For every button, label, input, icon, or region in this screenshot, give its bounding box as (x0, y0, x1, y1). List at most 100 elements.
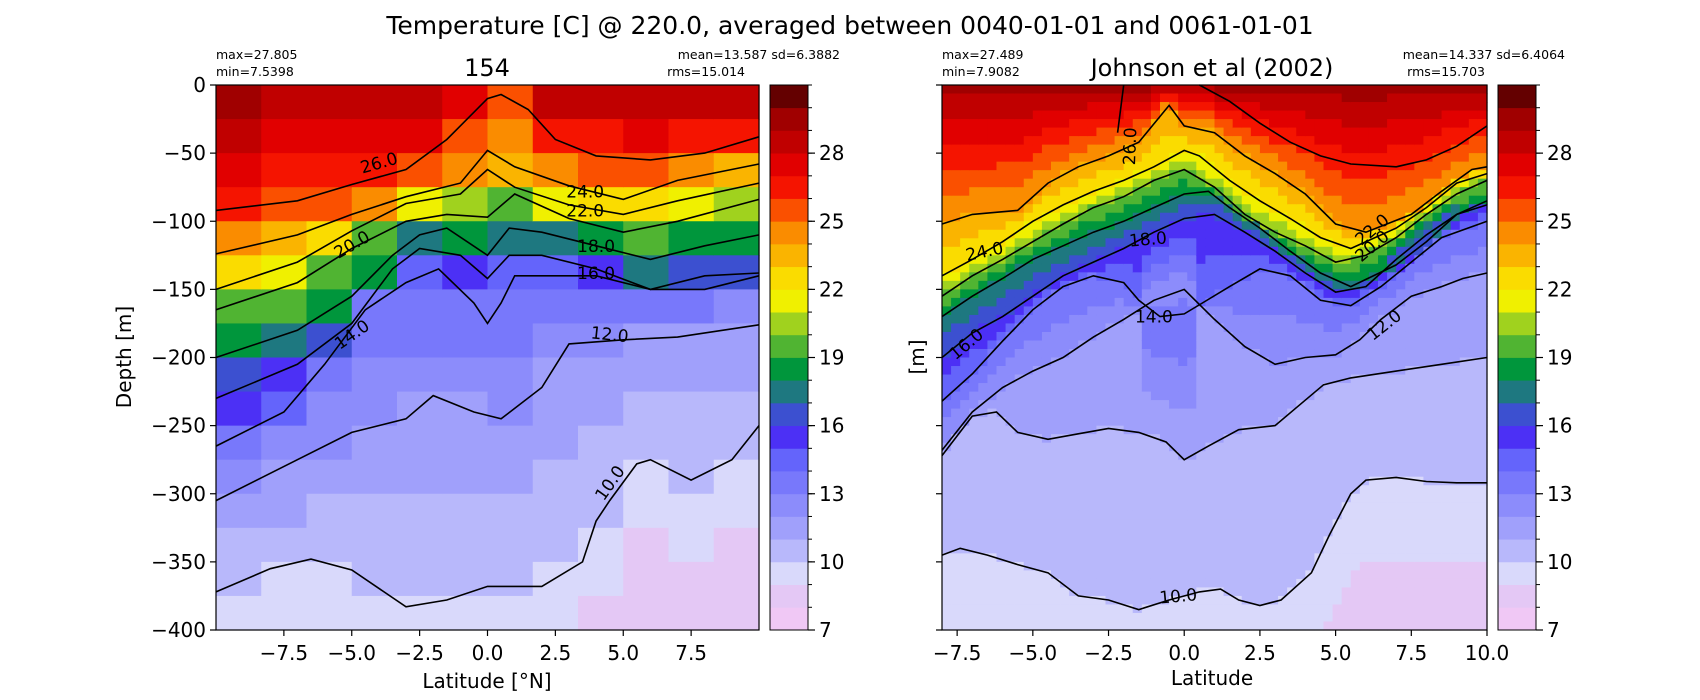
heatmap-cell (1296, 178, 1306, 188)
colorbar-segment (770, 198, 808, 222)
heatmap-cell (1414, 195, 1425, 205)
heatmap-cell (1305, 357, 1316, 367)
heatmap-cell (1014, 553, 1025, 563)
contour-line (941, 272, 1488, 451)
heatmap-cell (1087, 621, 1098, 631)
heatmap-cell (1005, 136, 1016, 146)
heatmap-cell (1241, 493, 1252, 503)
heatmap-cell (1323, 621, 1334, 631)
heatmap-cell (1205, 519, 1216, 529)
heatmap-cell (960, 102, 970, 112)
heatmap-cell (1278, 391, 1288, 401)
heatmap-cell (1123, 323, 1134, 333)
heatmap-cell (1341, 323, 1352, 333)
heatmap-cell (1150, 391, 1161, 401)
heatmap-cell (996, 502, 1007, 512)
heatmap-cell (1014, 383, 1025, 393)
heatmap-cell (951, 451, 961, 461)
heatmap-cell (578, 289, 624, 325)
heatmap-cell (1305, 400, 1316, 410)
heatmap-cell (1078, 621, 1088, 631)
heatmap-cell (1250, 161, 1261, 171)
heatmap-cell (1160, 434, 1170, 444)
heatmap-cell (1378, 314, 1388, 325)
heatmap-cell (1359, 570, 1370, 580)
heatmap-cell (1359, 348, 1370, 359)
heatmap-cell (1114, 374, 1125, 384)
heatmap-cell (1278, 459, 1288, 469)
heatmap-cell (1278, 587, 1288, 597)
heatmap-cell (1323, 255, 1334, 265)
heatmap-cell (1468, 153, 1479, 163)
heatmap-cell (1269, 110, 1279, 120)
heatmap-cell (1269, 323, 1279, 333)
heatmap-cell (1041, 578, 1052, 589)
heatmap-cell (1250, 459, 1261, 469)
heatmap-cell (1414, 280, 1425, 290)
heatmap-cell (623, 595, 670, 631)
heatmap-cell (1187, 604, 1197, 614)
heatmap-cell (969, 493, 979, 503)
heatmap-cell (1396, 85, 1406, 95)
heatmap-cell (951, 102, 961, 112)
heatmap-cell (1078, 127, 1088, 137)
heatmap-cell (1459, 374, 1470, 384)
heatmap-cell (1287, 331, 1297, 342)
heatmap-cell (1032, 340, 1043, 350)
heatmap-cell (969, 289, 979, 299)
heatmap-cell (1069, 144, 1079, 154)
heatmap-cell (1169, 314, 1179, 325)
heatmap-cell (1468, 272, 1479, 282)
heatmap-cell (1196, 93, 1207, 103)
heatmap-cell (1032, 493, 1043, 503)
heatmap-cell (1314, 314, 1325, 325)
heatmap-cell (1405, 93, 1415, 103)
heatmap-cell (216, 85, 262, 120)
heatmap-cell (1296, 110, 1306, 120)
heatmap-cell (1150, 340, 1161, 350)
heatmap-cell (1259, 289, 1270, 299)
heatmap-cell (1160, 536, 1170, 546)
x-tick-label: 0.0 (1168, 641, 1200, 665)
heatmap-cell (1414, 374, 1425, 384)
heatmap-cell (960, 238, 970, 248)
heatmap-cell (1187, 357, 1197, 367)
heatmap-cell (1178, 434, 1188, 444)
heatmap-cell (1278, 612, 1288, 623)
heatmap-cell (969, 246, 979, 256)
heatmap-cell (996, 195, 1007, 205)
heatmap-cell (1278, 255, 1288, 265)
heatmap-cell (1459, 119, 1470, 129)
heatmap-cell (1278, 178, 1288, 188)
heatmap-cell (1123, 246, 1134, 256)
heatmap-cell (1459, 485, 1470, 495)
heatmap-cell (1178, 510, 1188, 520)
heatmap-cell (1141, 425, 1152, 435)
heatmap-cell (1405, 468, 1415, 478)
heatmap-cell (578, 459, 624, 495)
heatmap-cell (1232, 178, 1243, 188)
heatmap-cell (1332, 161, 1343, 171)
heatmap-cell (987, 229, 998, 239)
heatmap-cell (1405, 297, 1415, 308)
heatmap-cell (1441, 93, 1452, 103)
heatmap-cell (1214, 314, 1225, 325)
heatmap-cell (1423, 536, 1434, 546)
heatmap-cell (1278, 434, 1288, 444)
heatmap-cell (1041, 297, 1052, 308)
heatmap-cell (1432, 195, 1443, 205)
heatmap-cell (1196, 578, 1207, 589)
heatmap-cell (1323, 119, 1334, 129)
heatmap-cell (1232, 442, 1243, 452)
heatmap-cell (1178, 306, 1188, 316)
heatmap-cell (1396, 434, 1406, 444)
heatmap-cell (1368, 459, 1379, 469)
heatmap-cell (1450, 204, 1461, 214)
heatmap-cell (1368, 366, 1379, 376)
heatmap-cell (1032, 272, 1043, 282)
heatmap-cell (1423, 485, 1434, 495)
heatmap-cell (1287, 383, 1297, 393)
heatmap-cell (1414, 255, 1425, 265)
colorbar-segment (1498, 107, 1536, 131)
heatmap-cell (1287, 314, 1297, 325)
